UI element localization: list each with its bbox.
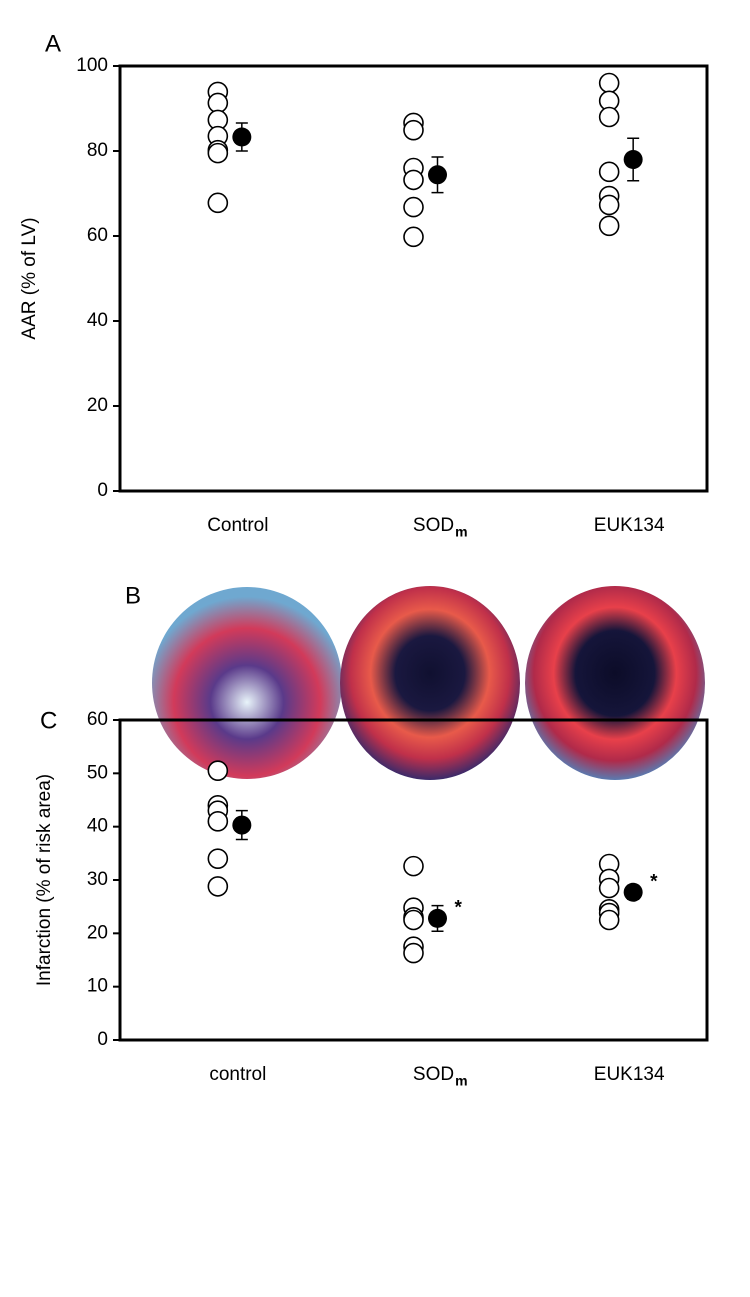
- y-tick-label: 0: [97, 480, 108, 501]
- mean-point: [232, 815, 252, 835]
- heart-slice: [525, 586, 705, 780]
- y-tick-label: 30: [87, 869, 108, 890]
- data-point: [403, 942, 424, 964]
- data-point: [403, 909, 424, 931]
- y-tick-label: 60: [87, 225, 108, 246]
- data-point: [598, 877, 620, 899]
- x-tick-label: Control: [207, 515, 268, 536]
- data-point: [598, 909, 620, 931]
- y-tick-label: 20: [87, 395, 108, 416]
- data-point: [598, 106, 620, 128]
- y-tick-label: 50: [87, 762, 108, 783]
- x-tick-subscript: m: [455, 524, 467, 540]
- y-axis-label: AAR (% of LV): [19, 217, 40, 339]
- x-tick-label: SOD: [413, 1064, 454, 1085]
- data-point: [207, 92, 229, 114]
- mean-point: [232, 127, 252, 147]
- data-point: [598, 194, 620, 216]
- mean-point: [428, 165, 447, 185]
- y-tick-label: 0: [97, 1029, 108, 1050]
- data-point: [403, 196, 424, 218]
- significance-mark: *: [650, 871, 658, 892]
- data-point: [598, 161, 620, 183]
- y-tick-label: 20: [87, 922, 108, 943]
- heart-slice: [340, 586, 520, 780]
- significance-mark: *: [455, 897, 463, 918]
- data-point: [598, 215, 620, 237]
- y-axis-label: Infarction (% of risk area): [34, 774, 55, 986]
- x-tick-label: control: [209, 1064, 266, 1085]
- y-tick-label: 40: [87, 816, 108, 837]
- data-point: [403, 855, 424, 877]
- data-point: [403, 226, 424, 248]
- y-tick-label: 10: [87, 976, 108, 997]
- panel-label: A: [45, 30, 61, 57]
- plot-frame: [118, 64, 709, 493]
- mean-point: [428, 908, 447, 928]
- mean-point: [623, 150, 643, 169]
- data-point: [207, 811, 229, 832]
- x-tick-subscript: m: [455, 1073, 467, 1089]
- x-tick-label: EUK134: [594, 1064, 665, 1085]
- heart-slice: [152, 587, 342, 779]
- data-point: [207, 760, 229, 781]
- panel-label: C: [40, 707, 57, 734]
- data-point: [207, 848, 229, 869]
- data-point: [207, 876, 229, 897]
- data-point: [207, 192, 229, 214]
- x-tick-label: SOD: [413, 515, 454, 536]
- y-tick-label: 80: [87, 140, 108, 161]
- data-point: [598, 72, 620, 94]
- data-point: [403, 119, 424, 141]
- data-point: [403, 169, 424, 191]
- panel-label: B: [125, 582, 141, 609]
- y-tick-label: 60: [87, 709, 108, 730]
- y-tick-label: 100: [76, 55, 108, 76]
- data-point: [207, 142, 229, 164]
- mean-point: [623, 882, 643, 902]
- x-tick-label: EUK134: [594, 515, 665, 536]
- y-tick-label: 40: [87, 310, 108, 331]
